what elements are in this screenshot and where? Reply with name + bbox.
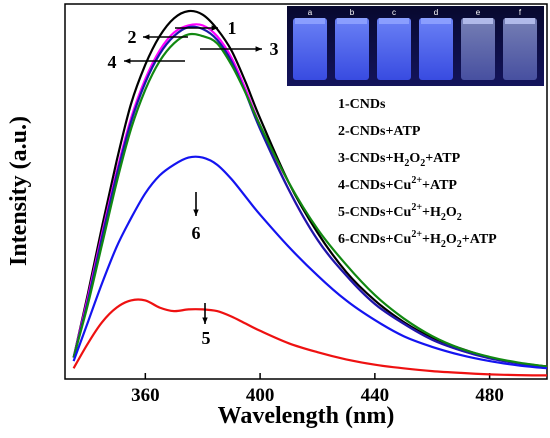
legend-entry: 5-CNDs+Cu2+​+H2​O2​ bbox=[338, 202, 462, 223]
vial: c bbox=[377, 8, 411, 80]
x-tick-label: 360 bbox=[131, 385, 160, 406]
vial-label: a bbox=[308, 8, 313, 17]
series-line-4 bbox=[72, 32, 548, 368]
x-tick-label: 440 bbox=[361, 385, 390, 406]
vial: d bbox=[419, 8, 453, 80]
inset-photo: a b c d e f bbox=[287, 6, 544, 86]
vial-label: d bbox=[434, 8, 438, 17]
x-axis-ticks: 360 400 440 480 bbox=[131, 373, 504, 406]
series-lines bbox=[72, 9, 548, 377]
series-line-1 bbox=[72, 9, 548, 368]
vial: e bbox=[461, 8, 495, 80]
curve-marker-3: 3 bbox=[200, 39, 279, 59]
inset-photo-background bbox=[287, 6, 544, 86]
vial-label: c bbox=[392, 8, 396, 17]
curve-marker-1: 1 bbox=[175, 18, 237, 38]
legend-entry: 3-CNDs+H2​O2​+ATP bbox=[338, 151, 461, 169]
legend-entry: 1-CNDs bbox=[338, 97, 386, 112]
marker-label: 3 bbox=[270, 39, 279, 59]
marker-label: 1 bbox=[228, 18, 237, 38]
x-axis-title: Wavelength (nm) bbox=[218, 403, 395, 429]
series-line-6 bbox=[72, 155, 548, 370]
legend-entry: 4-CNDs+Cu2+​+ATP bbox=[338, 175, 457, 193]
vial: f bbox=[503, 8, 537, 80]
x-tick-label: 480 bbox=[475, 385, 504, 406]
legend: 1-CNDs 2-CNDs+ATP 3-CNDs+H2​O2​+ATP 4-CNDs+… bbox=[338, 97, 497, 250]
series-line-5 bbox=[72, 298, 548, 377]
marker-label: 2 bbox=[128, 27, 137, 47]
legend-entry: 2-CNDs+ATP bbox=[338, 124, 421, 139]
curve-marker-4: 4 bbox=[108, 52, 185, 72]
marker-label: 5 bbox=[202, 328, 211, 348]
curve-marker-6: 6 bbox=[192, 192, 201, 243]
plot-frame bbox=[64, 3, 548, 380]
curve-marker-5: 5 bbox=[202, 303, 211, 348]
marker-label: 6 bbox=[192, 223, 201, 243]
curve-markers: 1 2 3 4 5 6 bbox=[108, 18, 279, 348]
x-tick-label: 400 bbox=[246, 385, 275, 406]
vial: a bbox=[293, 8, 327, 80]
y-axis-title: Intensity (a.u.) bbox=[6, 116, 32, 266]
vial: b bbox=[335, 8, 369, 80]
curve-marker-2: 2 bbox=[128, 27, 188, 47]
vial-label: f bbox=[519, 8, 522, 17]
vial-label: e bbox=[476, 8, 481, 17]
vial-label: b bbox=[350, 8, 355, 17]
marker-label: 4 bbox=[108, 52, 117, 72]
legend-entry: 6-CNDs+Cu2+​+H2​O2​+ATP bbox=[338, 229, 497, 250]
